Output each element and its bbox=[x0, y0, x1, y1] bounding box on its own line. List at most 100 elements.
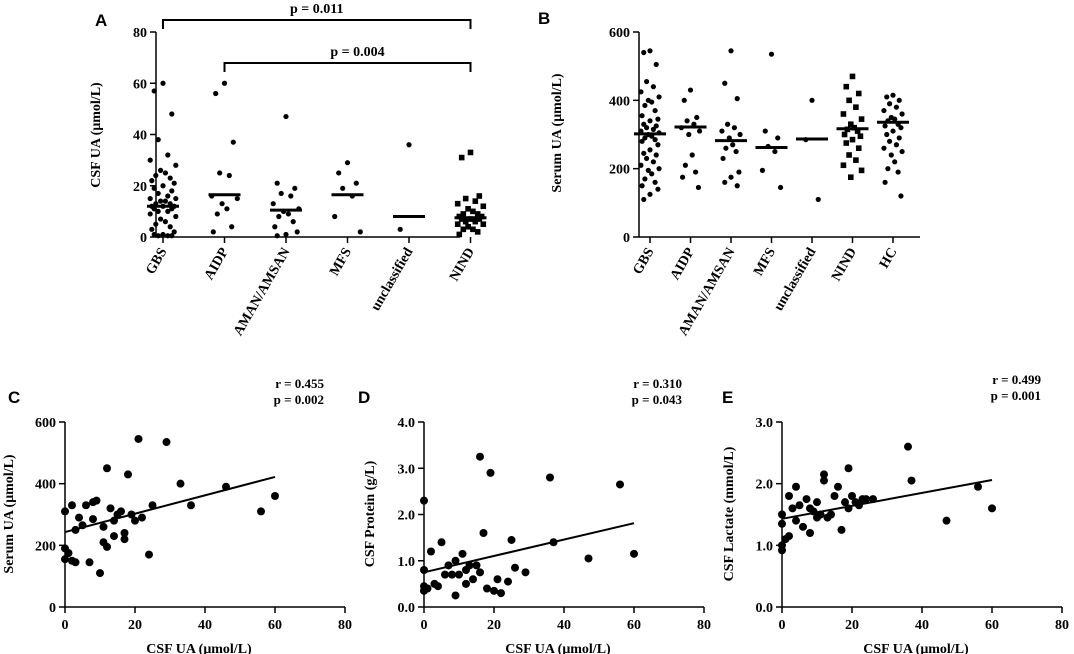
data-point bbox=[584, 554, 593, 563]
data-point-nind bbox=[847, 121, 854, 128]
data-point-gbs bbox=[155, 190, 161, 197]
data-point-gbs bbox=[165, 233, 171, 239]
data-point-mfs bbox=[357, 229, 363, 235]
data-point-hc bbox=[886, 138, 893, 144]
data-point-aidp bbox=[219, 201, 225, 207]
data-point bbox=[455, 570, 463, 579]
data-point bbox=[103, 542, 111, 551]
data-point bbox=[138, 513, 146, 522]
data-point bbox=[483, 584, 491, 593]
regression-line bbox=[64, 475, 276, 534]
data-point-aman-amsan bbox=[272, 224, 278, 230]
data-point-aidp bbox=[234, 195, 240, 202]
data-point bbox=[844, 464, 853, 473]
data-point bbox=[837, 525, 846, 534]
comparison-bracket bbox=[223, 62, 472, 72]
data-point bbox=[792, 516, 800, 525]
data-point bbox=[504, 577, 512, 586]
data-point-gbs bbox=[656, 166, 662, 172]
x-tick-label: 60 bbox=[627, 618, 641, 633]
data-point-gbs bbox=[171, 229, 177, 235]
data-point-aidp bbox=[230, 139, 236, 145]
data-point bbox=[85, 558, 94, 567]
data-point bbox=[904, 442, 912, 451]
data-point-aidp bbox=[694, 114, 700, 121]
data-point-gbs bbox=[147, 211, 153, 217]
data-point-gbs bbox=[149, 178, 155, 184]
data-point bbox=[490, 586, 498, 595]
data-point bbox=[257, 507, 265, 516]
panel-d: D 0.0 1.0 2.0 3.0 4.0 0 20 40 60 80 CSF UA (μmol/L)… bbox=[358, 376, 711, 654]
data-point bbox=[974, 482, 982, 491]
y-axis-title: CSF Protein (g/L) bbox=[363, 460, 378, 567]
data-point-hc bbox=[899, 148, 905, 155]
data-point bbox=[841, 498, 849, 507]
data-point-hc bbox=[881, 145, 887, 151]
data-point-hc bbox=[896, 135, 902, 141]
y-tick-label: 200 bbox=[35, 539, 56, 554]
data-point-aman-amsan bbox=[737, 131, 743, 138]
category-label-gbs: GBS bbox=[143, 245, 170, 277]
data-point bbox=[120, 529, 129, 537]
data-point-gbs bbox=[650, 159, 657, 165]
data-point-aman-amsan bbox=[722, 80, 728, 86]
data-point-nind bbox=[458, 154, 465, 161]
data-point-nind bbox=[841, 131, 848, 138]
y-tick-label: 80 bbox=[133, 26, 147, 41]
data-point-gbs bbox=[653, 152, 659, 158]
data-point bbox=[497, 589, 505, 598]
correlation-p: p = 0.002 bbox=[274, 392, 324, 407]
data-point bbox=[469, 575, 477, 584]
data-point-mfs bbox=[344, 160, 351, 166]
data-point bbox=[785, 532, 793, 541]
data-point bbox=[472, 561, 481, 570]
y-tick-label: 0 bbox=[49, 601, 56, 616]
data-point-hc bbox=[890, 128, 896, 134]
data-point-nind bbox=[858, 116, 865, 122]
data-point-gbs bbox=[151, 231, 157, 238]
data-point-hc bbox=[899, 111, 905, 117]
data-point-aidp bbox=[214, 211, 220, 217]
x-tick-label: 0 bbox=[421, 618, 428, 633]
x-axis-title: CSF UA (μmol/L) bbox=[505, 642, 611, 654]
data-point-nind bbox=[465, 223, 471, 230]
data-point bbox=[493, 575, 502, 584]
y-tick-label: 400 bbox=[609, 94, 630, 109]
x-tick-label: 20 bbox=[845, 618, 859, 633]
data-point-aidp bbox=[686, 131, 692, 138]
data-point-gbs bbox=[169, 233, 175, 239]
data-point-nind bbox=[476, 193, 483, 199]
data-point bbox=[486, 468, 495, 477]
data-point-aidp bbox=[695, 184, 702, 191]
data-point-nind bbox=[454, 200, 461, 207]
data-point bbox=[96, 569, 104, 578]
data-point bbox=[546, 473, 554, 482]
data-point-nind bbox=[454, 221, 461, 227]
data-point-hc bbox=[884, 131, 890, 138]
data-point-aman-amsan bbox=[724, 121, 731, 127]
data-point-gbs bbox=[645, 167, 651, 173]
y-tick-label: 60 bbox=[133, 77, 147, 92]
data-point-aidp bbox=[687, 87, 694, 93]
data-point-aman-amsan bbox=[278, 190, 284, 197]
data-point-gbs bbox=[169, 111, 175, 117]
data-point-aman-amsan bbox=[720, 155, 726, 162]
data-point bbox=[511, 563, 519, 572]
data-point-gbs bbox=[655, 186, 661, 192]
data-point-nind bbox=[855, 90, 862, 97]
y-tick-label: 4.0 bbox=[398, 416, 416, 431]
data-point-aidp bbox=[224, 206, 230, 212]
y-tick-label: 0 bbox=[623, 231, 630, 246]
data-point-gbs bbox=[173, 213, 179, 220]
data-point-gbs bbox=[649, 99, 655, 105]
y-tick-label: 0.0 bbox=[398, 601, 416, 616]
data-point bbox=[778, 519, 786, 528]
data-point-aidp bbox=[689, 152, 695, 158]
category-label-mfs: MFS bbox=[327, 245, 355, 278]
data-point-aidp bbox=[221, 80, 228, 86]
data-point-gbs bbox=[652, 137, 658, 143]
panel-letter-b: B bbox=[538, 9, 550, 28]
x-tick-label: 80 bbox=[338, 618, 352, 633]
data-point-aidp bbox=[682, 162, 688, 168]
data-point-gbs bbox=[647, 118, 653, 124]
